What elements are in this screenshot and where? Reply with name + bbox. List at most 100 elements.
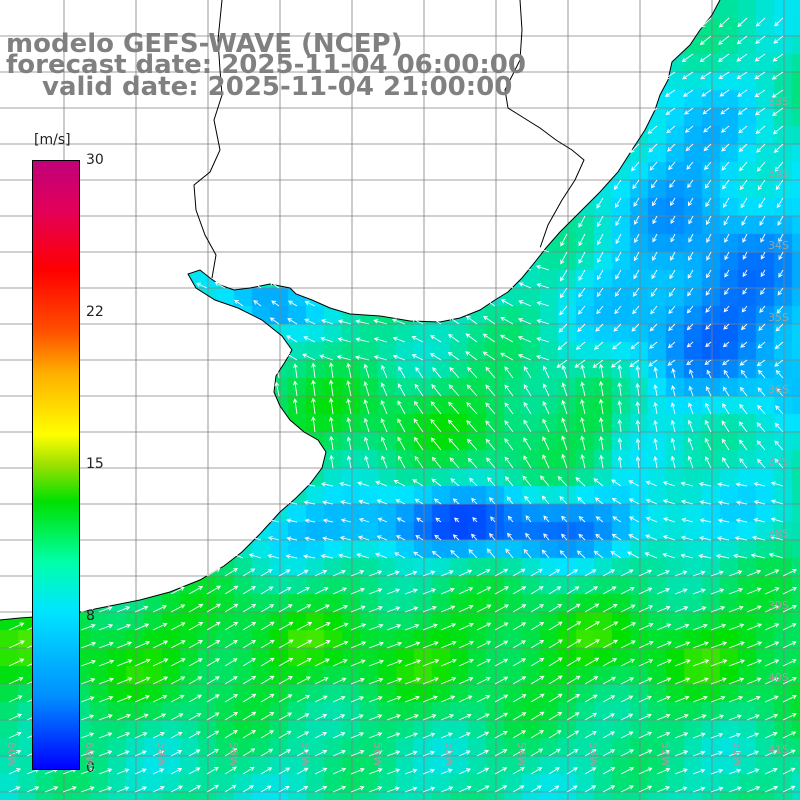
wind-arrow (656, 623, 671, 631)
wind-arrow-head (596, 309, 601, 315)
wind-arrow-head (668, 292, 674, 297)
wind-arrow-head (107, 786, 113, 791)
wind-arrow (723, 370, 730, 379)
wind-arrow (663, 535, 676, 541)
wind-arrow-head (251, 621, 257, 627)
wind-arrow-head (791, 641, 797, 646)
wind-arrow-head (196, 713, 202, 718)
wind-arrow (630, 143, 640, 153)
wind-arrow (350, 750, 364, 757)
wind-arrow-head (214, 712, 220, 717)
wind-arrow-head (322, 536, 327, 541)
wind-arrow-head (195, 282, 201, 287)
wind-arrow-head (670, 402, 676, 408)
wind-arrow-head (250, 748, 256, 753)
wind-arrow (458, 605, 473, 613)
wind-arrow (458, 677, 473, 685)
lon-label: 54W (515, 742, 528, 767)
wind-arrow-head (414, 498, 420, 503)
wind-arrow (542, 401, 550, 415)
wind-arrow (368, 786, 382, 793)
wind-arrow (332, 677, 346, 685)
wind-arrow (738, 107, 748, 115)
wind-arrow (764, 786, 778, 793)
wind-arrow-head (741, 307, 747, 313)
wind-arrow (754, 483, 766, 487)
wind-arrow (505, 548, 514, 559)
wind-arrow-head (287, 712, 293, 717)
wind-arrow (422, 769, 435, 775)
wind-arrow (8, 677, 23, 685)
wind-arrow-head (415, 366, 420, 372)
wind-arrow (649, 323, 658, 332)
wind-arrow (674, 768, 688, 775)
wind-arrow-head (596, 203, 601, 209)
lat-label: 38S (768, 527, 789, 540)
wind-arrow-head (215, 621, 221, 627)
wind-arrow-head (595, 516, 601, 521)
wind-arrow-head (536, 337, 542, 342)
wind-arrow (170, 658, 186, 667)
wind-arrow-head (719, 714, 725, 719)
wind-arrow (260, 569, 273, 577)
wind-arrow (724, 251, 730, 260)
wind-arrow (703, 125, 712, 133)
wind-arrow (581, 436, 586, 451)
wind-arrow (782, 713, 797, 721)
wind-arrow (674, 588, 688, 595)
wind-arrow (620, 569, 634, 577)
wind-arrow (368, 642, 384, 649)
wind-arrow-head (355, 319, 361, 324)
wind-arrow (347, 418, 352, 433)
wind-arrow-head (486, 658, 491, 663)
wind-arrow (278, 676, 293, 685)
wind-arrow-head (251, 730, 257, 735)
wind-arrow (674, 714, 689, 721)
wind-arrow-head (124, 768, 130, 773)
wind-arrow-head (376, 499, 382, 504)
wind-arrow-head (363, 417, 369, 423)
wind-arrow-head (591, 569, 597, 574)
wind-arrow (404, 642, 420, 649)
wind-arrow-head (685, 659, 691, 664)
wind-arrow (330, 398, 334, 415)
wind-arrow (710, 787, 723, 793)
wind-arrow (416, 517, 424, 523)
wind-arrow (757, 359, 766, 366)
wind-arrow (525, 515, 532, 523)
wind-arrow-head (448, 334, 453, 339)
wind-arrow-head (361, 641, 367, 646)
wind-arrow (584, 676, 598, 685)
wind-arrow (62, 768, 77, 775)
wind-arrow-head (377, 588, 383, 593)
wind-arrow (542, 454, 550, 469)
wind-arrow-head (107, 750, 113, 755)
wind-arrow (414, 401, 424, 415)
wind-arrow (152, 713, 166, 721)
wind-arrow (753, 518, 766, 523)
wind-arrow-head (774, 641, 780, 646)
wind-arrow-head (610, 785, 616, 790)
wind-arrow (8, 786, 20, 793)
lon-label: 57W (299, 742, 312, 767)
wind-arrow-head (267, 553, 273, 559)
wind-arrow (296, 587, 310, 595)
wind-arrow-head (269, 604, 275, 609)
wind-arrow-head (394, 552, 400, 557)
wind-arrow-head (162, 622, 168, 628)
wind-arrow (548, 748, 561, 757)
wind-arrow-head (433, 498, 439, 503)
wind-arrow-head (538, 586, 544, 591)
wind-arrow (782, 641, 796, 649)
wind-arrow-head (542, 436, 547, 442)
wind-arrow (692, 696, 708, 703)
wind-arrow (645, 534, 658, 541)
wind-arrow-head (560, 276, 565, 282)
wind-arrow (620, 731, 634, 739)
wind-arrow (275, 382, 280, 397)
wind-arrow (756, 17, 766, 27)
wind-arrow-head (613, 639, 619, 644)
wind-arrow-head (485, 438, 491, 444)
wind-arrow (278, 786, 290, 793)
